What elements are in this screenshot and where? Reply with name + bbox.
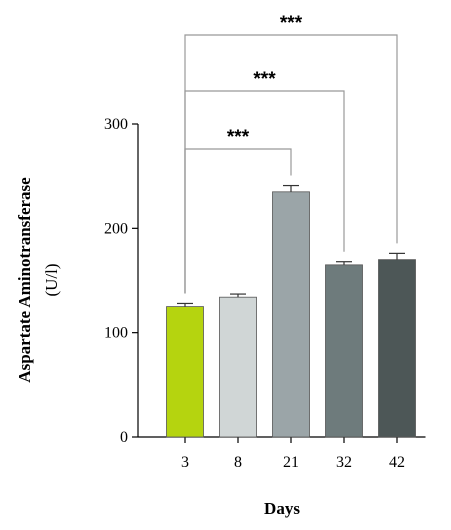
significance-label: *** <box>280 13 303 34</box>
significance-bracket <box>184 90 345 294</box>
y-tick-label: 300 <box>104 116 128 133</box>
y-axis-unit: (U/l) <box>42 263 61 296</box>
y-tick-label: 200 <box>104 220 128 237</box>
x-tick-label: 32 <box>336 454 352 471</box>
y-tick-label: 0 <box>120 429 128 446</box>
bar <box>378 259 416 438</box>
bar <box>325 264 363 438</box>
bar <box>219 296 257 438</box>
significance-label: *** <box>227 127 250 148</box>
x-tick-label: 8 <box>234 454 242 471</box>
x-axis-title: Days <box>264 499 300 518</box>
x-tick-label: 21 <box>283 454 299 471</box>
significance-brackets: *** *** *** <box>184 13 398 294</box>
bars <box>166 184 416 438</box>
bar <box>166 306 204 438</box>
bar <box>272 191 310 438</box>
x-axis: 3 8 21 32 42 <box>138 436 426 471</box>
significance-label: *** <box>253 69 276 90</box>
y-axis-title: Aspartate Aminotransferase <box>15 177 34 383</box>
y-axis: 0 100 200 300 <box>104 116 139 446</box>
x-tick-label: 3 <box>181 454 189 471</box>
y-tick-label: 100 <box>104 325 128 342</box>
significance-bracket <box>184 34 398 294</box>
x-tick-label: 42 <box>389 454 405 471</box>
